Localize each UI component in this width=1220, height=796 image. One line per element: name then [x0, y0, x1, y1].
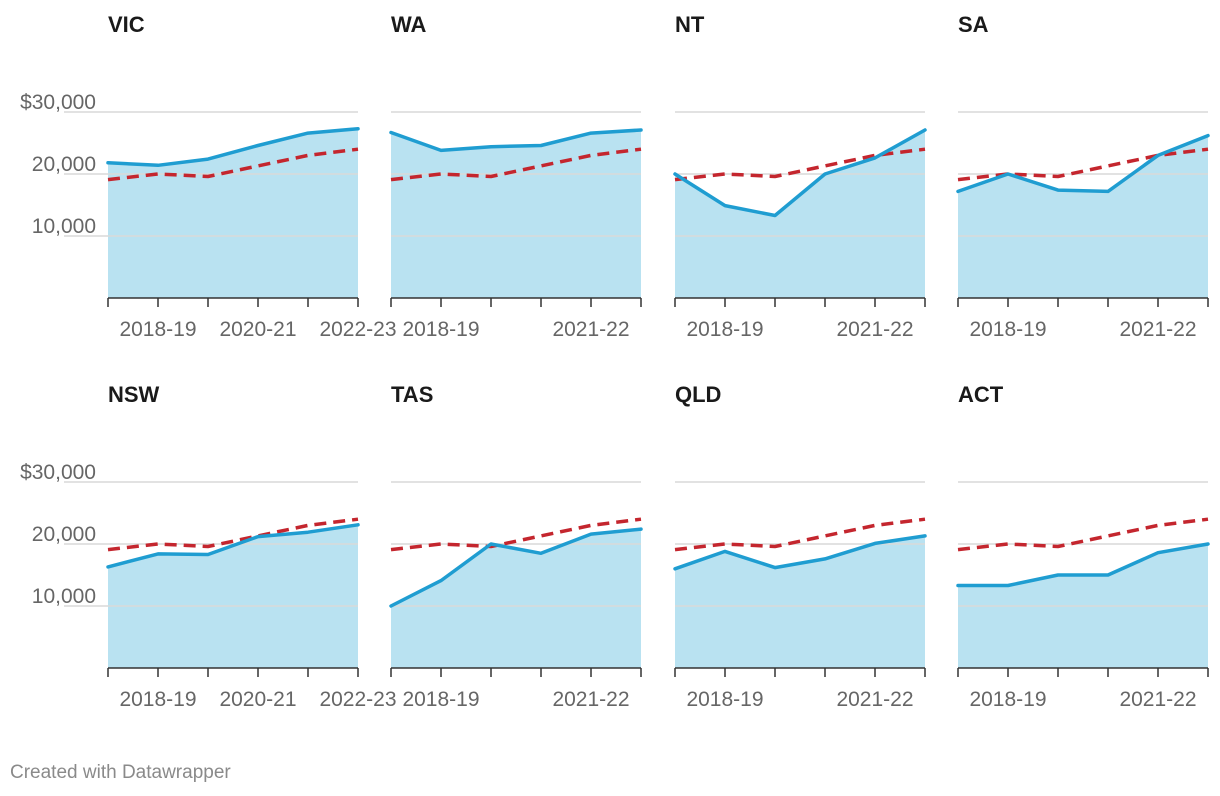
y-tick-label: 10,000: [32, 585, 96, 608]
panel-title: WA: [391, 12, 427, 37]
panel-act: ACT 2018-19 2021-22: [956, 382, 1210, 711]
y-tick-label: 10,000: [32, 215, 96, 238]
state-area-fill: [391, 529, 641, 668]
x-tick-label: 2018-19: [402, 318, 479, 341]
y-tick-label: 20,000: [32, 153, 96, 176]
x-tick-label: 2021-22: [836, 318, 913, 341]
x-tick-label: 2021-22: [1119, 318, 1196, 341]
panel-wa: WA 2018-19 2021-22: [389, 12, 643, 341]
state-line: [673, 534, 927, 571]
reference-line: [107, 517, 359, 552]
reference-line: [674, 517, 926, 552]
panel-sa: SA 2018-19 2021-22: [956, 12, 1210, 341]
reference-line: [390, 517, 642, 552]
state-line: [673, 128, 927, 218]
y-tick-label: $30,000: [20, 461, 96, 484]
footer-credit: Created with Datawrapper: [10, 762, 231, 783]
reference-line: [957, 517, 1209, 552]
x-tick-label: 2022-23: [319, 688, 396, 711]
panel-nt: NT 2018-19 2021-22: [673, 12, 927, 341]
panel-nsw: NSW 10,000 20,000 $30,000 2018-19 2020-21 2022…: [20, 382, 396, 711]
panel-title: VIC: [108, 12, 145, 37]
x-tick-label: 2018-19: [686, 318, 763, 341]
state-area-fill: [958, 135, 1208, 298]
panel-title: QLD: [675, 382, 721, 407]
state-area-fill: [108, 128, 358, 298]
state-area-fill: [675, 535, 925, 668]
x-tick-label: 2020-21: [219, 318, 296, 341]
state-area-fill: [108, 524, 358, 668]
state-line: [106, 126, 360, 168]
panel-vic: VIC 10,000 20,000 $30,000 2018-19 2020-21 2022…: [20, 12, 396, 341]
state-line: [389, 527, 643, 608]
y-tick-label: 20,000: [32, 523, 96, 546]
panel-title: NSW: [108, 382, 160, 407]
y-tick-label: $30,000: [20, 91, 96, 114]
x-tick-label: 2018-19: [119, 688, 196, 711]
panel-title: TAS: [391, 382, 433, 407]
x-tick-label: 2021-22: [552, 688, 629, 711]
x-tick-label: 2021-22: [836, 688, 913, 711]
x-tick-label: 2018-19: [119, 318, 196, 341]
panel-qld: QLD 2018-19 2021-22: [673, 382, 927, 711]
state-area-fill: [391, 130, 641, 298]
state-line: [389, 128, 643, 153]
x-tick-label: 2021-22: [552, 318, 629, 341]
state-area-fill: [675, 130, 925, 298]
state-line: [956, 542, 1210, 588]
reference-line: [957, 147, 1209, 182]
x-tick-label: 2020-21: [219, 688, 296, 711]
x-tick-label: 2018-19: [969, 688, 1046, 711]
state-line: [956, 133, 1210, 194]
state-line: [106, 523, 360, 569]
panel-title: SA: [958, 12, 989, 37]
x-tick-label: 2022-23: [319, 318, 396, 341]
panel-title: NT: [675, 12, 705, 37]
x-tick-label: 2021-22: [1119, 688, 1196, 711]
x-tick-label: 2018-19: [402, 688, 479, 711]
panel-tas: TAS 2018-19 2021-22: [389, 382, 643, 711]
panel-title: ACT: [958, 382, 1004, 407]
x-tick-label: 2018-19: [686, 688, 763, 711]
reference-line: [107, 147, 359, 182]
reference-line: [390, 147, 642, 182]
x-tick-label: 2018-19: [969, 318, 1046, 341]
